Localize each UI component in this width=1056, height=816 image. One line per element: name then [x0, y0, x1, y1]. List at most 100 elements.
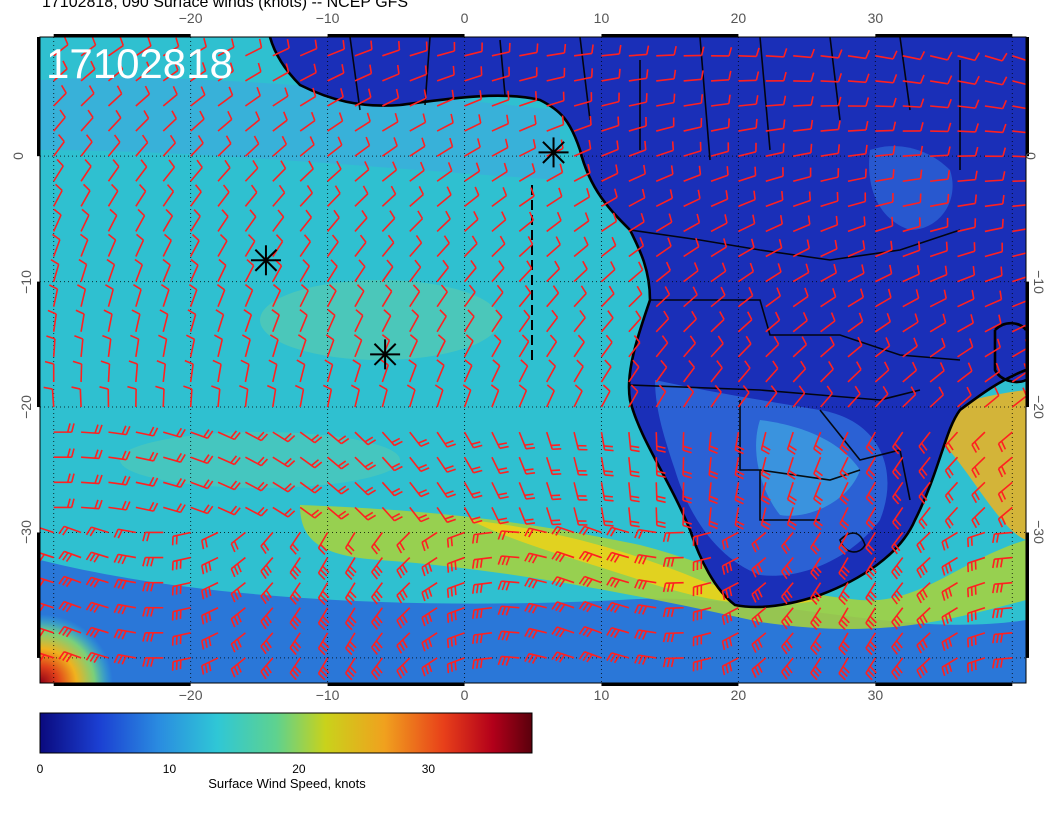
- wind-barb: [289, 582, 302, 605]
- wind-barb: [578, 525, 602, 536]
- wind-barb: [902, 361, 918, 383]
- wind-barb: [682, 457, 692, 479]
- wind-barb: [190, 504, 214, 515]
- wind-barb: [371, 607, 384, 630]
- wind-barb: [793, 72, 815, 83]
- wind-barb: [421, 657, 438, 677]
- wind-barb: [765, 214, 783, 233]
- wind-barb: [58, 625, 82, 638]
- wind-barb: [471, 632, 493, 645]
- wind-barb: [497, 630, 520, 641]
- wind-barb: [396, 607, 411, 629]
- wind-barb: [382, 40, 401, 57]
- wind-barb: [891, 557, 904, 580]
- wind-barb: [984, 171, 1006, 183]
- wind-barb: [80, 109, 94, 132]
- wind-barb: [1012, 276, 1026, 283]
- wind-barb: [792, 191, 812, 208]
- wind-barb: [396, 632, 411, 654]
- wind-barb: [902, 74, 925, 85]
- wind-barb: [201, 632, 219, 650]
- wind-barb: [396, 582, 411, 604]
- wind-barb: [80, 85, 95, 107]
- wind-barb: [47, 309, 57, 332]
- wind-barb: [217, 86, 234, 107]
- wind-barb: [381, 161, 398, 182]
- wind-barb: [58, 575, 82, 588]
- wind-barb: [737, 287, 754, 308]
- wind-barb: [491, 114, 510, 132]
- wind-barb: [600, 261, 616, 283]
- wind-barb: [628, 237, 645, 258]
- wind-barb: [546, 236, 561, 258]
- wind-barb: [299, 456, 323, 469]
- wind-barb: [655, 384, 667, 408]
- wind-barb: [190, 62, 207, 82]
- wind-barb: [409, 284, 421, 308]
- wind-barb: [683, 189, 701, 208]
- wind-barb: [241, 334, 251, 358]
- wind-barb: [463, 235, 478, 258]
- wind-barb: [692, 556, 712, 572]
- wind-barb: [327, 431, 350, 445]
- wind-barb: [135, 233, 145, 257]
- wind-barb: [875, 192, 894, 208]
- wind-barb: [601, 188, 618, 208]
- wind-barb: [113, 653, 137, 665]
- lon-tick-label: 30: [867, 10, 884, 26]
- wind-barb: [272, 39, 290, 57]
- wind-barb: [545, 482, 562, 501]
- wind-barb: [662, 581, 684, 593]
- wind-barb: [721, 607, 739, 626]
- wind-barb: [113, 528, 137, 539]
- wind-barb: [734, 457, 745, 480]
- wind-barb: [299, 63, 317, 82]
- wind-barb: [75, 309, 85, 332]
- wind-barb: [902, 98, 925, 108]
- wind-barb: [655, 359, 668, 383]
- wind-barb: [710, 142, 730, 157]
- wind-barb: [371, 532, 384, 555]
- wind-barb: [573, 116, 592, 132]
- wind-barb: [354, 64, 373, 82]
- wind-barb: [601, 92, 620, 107]
- lon-tick-label: −20: [178, 10, 203, 26]
- lat-tick-label: −10: [17, 269, 34, 294]
- wind-barb: [793, 143, 813, 157]
- wind-barb: [891, 657, 904, 680]
- wind-barb: [682, 432, 692, 454]
- wind-barb: [40, 527, 54, 534]
- wind-barb: [738, 190, 756, 208]
- wind-barb: [737, 360, 751, 383]
- wind-barb: [865, 582, 877, 606]
- wind-barb: [891, 582, 904, 605]
- wind-barb: [573, 482, 588, 501]
- wind-barb: [80, 158, 92, 182]
- wind-barb: [734, 507, 745, 530]
- wind-barb: [244, 209, 257, 232]
- wind-barb: [299, 39, 318, 57]
- wind-barb: [682, 507, 692, 529]
- wind-barb: [792, 287, 809, 308]
- wind-barb: [317, 582, 330, 606]
- wind-barb: [464, 114, 482, 132]
- colorbar: [39, 712, 533, 754]
- wind-barb: [941, 581, 958, 601]
- wind-barb: [929, 265, 948, 283]
- wind-barb: [381, 284, 393, 308]
- wind-barb: [354, 506, 377, 521]
- wind-barb: [792, 311, 808, 333]
- wind-barb: [135, 476, 159, 487]
- wind-barb: [381, 506, 403, 522]
- wind-barb: [710, 262, 727, 283]
- wind-barb: [710, 190, 729, 208]
- wind-barb: [600, 457, 614, 477]
- wind-barb: [820, 360, 834, 383]
- wind-barb: [929, 217, 949, 233]
- wind-barb: [106, 258, 116, 282]
- wind-barb: [491, 456, 509, 475]
- wind-barb: [875, 121, 897, 132]
- wind-barb: [656, 117, 675, 132]
- frame-scale-segment: [1026, 532, 1029, 658]
- wind-barb: [628, 482, 640, 503]
